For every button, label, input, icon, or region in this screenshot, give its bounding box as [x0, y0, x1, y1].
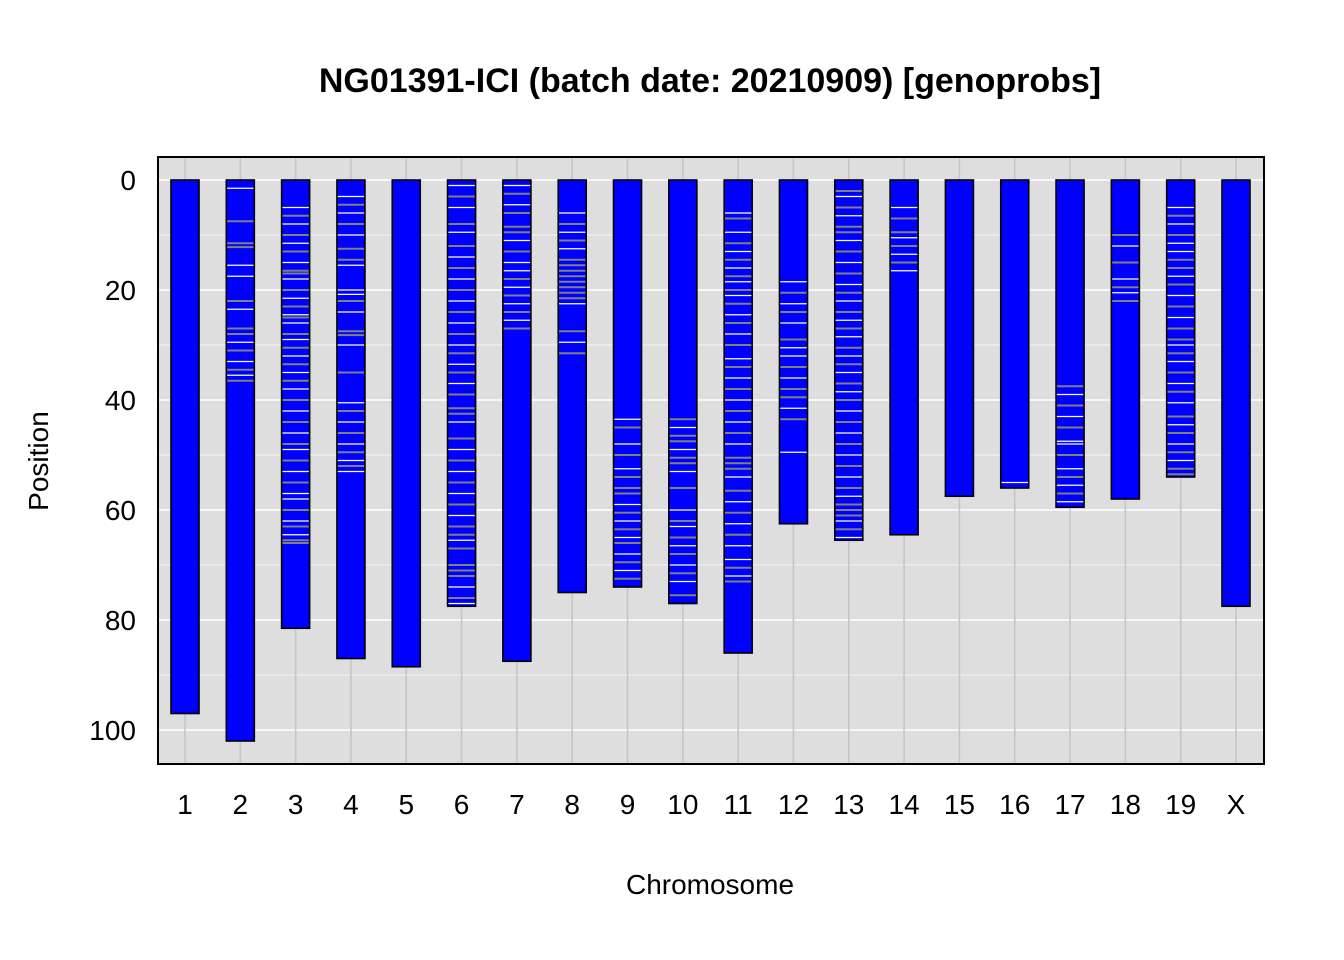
chromosome-10 — [668, 179, 698, 605]
plot-frame — [157, 156, 1265, 765]
chromosome-bar — [1111, 180, 1140, 499]
chromosome-bar — [834, 180, 863, 541]
x-tick-label: 15 — [944, 789, 975, 820]
x-axis-label: Chromosome — [626, 869, 794, 900]
chromosome-bars — [170, 179, 1251, 742]
y-tick-label: 100 — [89, 715, 136, 746]
chromosome-outline — [1165, 179, 1196, 478]
x-tick-label: 11 — [724, 789, 753, 820]
chromosome-outline — [1110, 179, 1141, 500]
x-tick-label: 18 — [1110, 789, 1141, 820]
chromosome-bar — [392, 180, 421, 667]
chromosome-bar — [226, 180, 255, 741]
chromosome-17 — [1055, 179, 1085, 509]
y-tick-label: 80 — [105, 605, 136, 636]
chromosome-9 — [612, 179, 643, 588]
y-tick-label: 60 — [105, 495, 136, 526]
chromosome-bar — [1000, 180, 1029, 488]
chromosome-3 — [280, 179, 311, 630]
x-tick-label: 19 — [1165, 789, 1196, 820]
chromosome-bar — [171, 180, 199, 714]
chromosome-1 — [170, 179, 200, 715]
chromosome-outline — [1221, 179, 1251, 608]
chromosome-outline — [944, 179, 975, 498]
chromosome-bar — [613, 180, 642, 587]
chromosome-X — [1221, 179, 1251, 608]
chromosome-outline — [280, 179, 311, 630]
chromosome-bar — [558, 180, 587, 593]
chromosome-6 — [446, 179, 477, 608]
chromosome-outline — [889, 179, 919, 536]
chromosome-outline — [225, 179, 256, 742]
chromosome-outline — [391, 179, 422, 668]
x-tick-label: 1 — [177, 789, 193, 820]
chromosome-outline — [502, 179, 532, 663]
chromosome-12 — [778, 179, 809, 525]
chromosome-bar — [945, 180, 974, 497]
chromosome-bar — [336, 180, 365, 659]
x-tick-label: 17 — [1054, 789, 1085, 820]
chromosome-bar — [502, 180, 531, 662]
chromosome-outline — [446, 179, 477, 608]
chromosome-18 — [1110, 179, 1141, 500]
chromosome-7 — [502, 179, 532, 663]
x-tick-label: 8 — [564, 789, 580, 820]
chromosome-outline — [557, 179, 588, 594]
chromosome-bar — [668, 180, 697, 604]
chromosome-4 — [336, 179, 366, 660]
x-tick-label: 6 — [454, 789, 470, 820]
x-tick-label: 12 — [778, 789, 809, 820]
x-tick-label: 10 — [667, 789, 698, 820]
chromosome-8 — [557, 179, 588, 594]
x-tick-label: 13 — [833, 789, 864, 820]
chromosome-bar — [1056, 180, 1085, 508]
chromosome-outline — [336, 179, 366, 660]
chromosome-outline — [1055, 179, 1085, 509]
chromosome-bar — [281, 180, 310, 629]
chromosome-outline — [723, 179, 753, 654]
y-tick-label: 40 — [105, 385, 136, 416]
chromosome-outline — [170, 179, 200, 715]
x-tick-label: 14 — [889, 789, 920, 820]
y-tick-label: 0 — [120, 165, 136, 196]
x-tick-label: 9 — [620, 789, 636, 820]
y-tick-label: 20 — [105, 275, 136, 306]
chart-title: NG01391-ICI (batch date: 20210909) [geno… — [319, 62, 1101, 100]
chromosome-2 — [225, 179, 256, 742]
chromosome-16 — [999, 179, 1030, 489]
chromosome-19 — [1165, 179, 1196, 478]
chromosome-5 — [391, 179, 422, 668]
x-tick-label: 7 — [509, 789, 525, 820]
y-axis-label: Position — [23, 411, 54, 511]
chromosome-outline — [668, 179, 698, 605]
chromosome-outline — [833, 179, 864, 542]
x-axis-ticks: 1 2 3 4 5 6 7 8 9 10 11 12 13 14 15 16 17 18 19 X — [177, 789, 1245, 820]
plot-panel — [158, 157, 1264, 764]
x-tick-label: X — [1227, 789, 1246, 820]
chromosome-outline — [999, 179, 1030, 489]
chromosome-bar — [779, 180, 808, 524]
chromosome-13 — [833, 179, 864, 542]
chromosome-bar — [447, 180, 476, 607]
chromosome-bar — [1222, 180, 1250, 607]
x-tick-label: 5 — [398, 789, 414, 820]
x-tick-label: 4 — [343, 789, 359, 820]
chromosome-14 — [889, 179, 919, 536]
chromosome-outline — [612, 179, 643, 588]
x-tick-label: 2 — [233, 789, 249, 820]
chromosome-15 — [944, 179, 975, 498]
chromosome-outline — [778, 179, 809, 525]
chromosome-bar — [890, 180, 919, 535]
chromosome-11 — [723, 179, 753, 654]
x-tick-label: 16 — [999, 789, 1030, 820]
y-axis-ticks: 0 20 40 60 80 100 — [89, 165, 136, 746]
x-tick-label: 3 — [288, 789, 304, 820]
